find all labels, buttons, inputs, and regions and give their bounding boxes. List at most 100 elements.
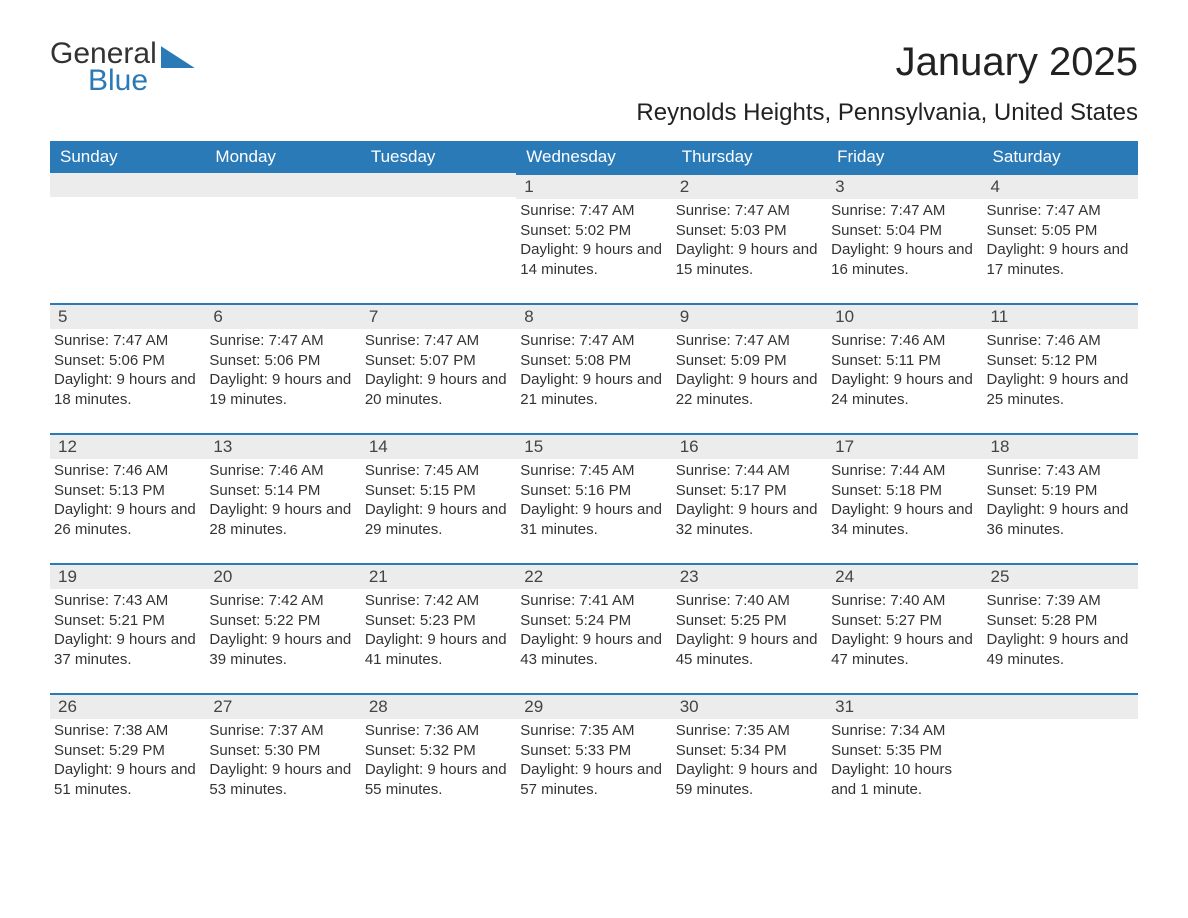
daylight-text: Daylight: 9 hours and 57 minutes. — [520, 760, 663, 799]
sunset-text: Sunset: 5:15 PM — [365, 481, 508, 501]
daylight-text: Daylight: 9 hours and 20 minutes. — [365, 370, 508, 409]
calendar-day-cell: 6Sunrise: 7:47 AMSunset: 5:06 PMDaylight… — [205, 303, 360, 433]
daylight-text: Daylight: 9 hours and 28 minutes. — [209, 500, 352, 539]
location-text: Reynolds Heights, Pennsylvania, United S… — [636, 99, 1138, 127]
sunrise-text: Sunrise: 7:44 AM — [676, 461, 819, 481]
daylight-text: Daylight: 9 hours and 14 minutes. — [520, 240, 663, 279]
calendar-day-cell: 22Sunrise: 7:41 AMSunset: 5:24 PMDayligh… — [516, 563, 671, 693]
calendar-day-cell: 20Sunrise: 7:42 AMSunset: 5:22 PMDayligh… — [205, 563, 360, 693]
day-number-empty — [205, 173, 360, 197]
day-number-empty — [361, 173, 516, 197]
sunrise-text: Sunrise: 7:47 AM — [209, 331, 352, 351]
sunset-text: Sunset: 5:04 PM — [831, 221, 974, 241]
calendar-day-cell — [50, 173, 205, 303]
calendar-day-cell: 28Sunrise: 7:36 AMSunset: 5:32 PMDayligh… — [361, 693, 516, 823]
day-details: Sunrise: 7:37 AMSunset: 5:30 PMDaylight:… — [205, 719, 360, 803]
daylight-text: Daylight: 9 hours and 25 minutes. — [987, 370, 1130, 409]
sunrise-text: Sunrise: 7:35 AM — [676, 721, 819, 741]
sunset-text: Sunset: 5:03 PM — [676, 221, 819, 241]
sunset-text: Sunset: 5:11 PM — [831, 351, 974, 371]
day-details: Sunrise: 7:46 AMSunset: 5:12 PMDaylight:… — [983, 329, 1138, 413]
day-details: Sunrise: 7:47 AMSunset: 5:04 PMDaylight:… — [827, 199, 982, 283]
day-details: Sunrise: 7:43 AMSunset: 5:21 PMDaylight:… — [50, 589, 205, 673]
daylight-text: Daylight: 9 hours and 59 minutes. — [676, 760, 819, 799]
daylight-text: Daylight: 9 hours and 18 minutes. — [54, 370, 197, 409]
calendar-day-cell: 30Sunrise: 7:35 AMSunset: 5:34 PMDayligh… — [672, 693, 827, 823]
sunrise-text: Sunrise: 7:42 AM — [365, 591, 508, 611]
day-number: 16 — [672, 433, 827, 459]
calendar-table: SundayMondayTuesdayWednesdayThursdayFrid… — [50, 141, 1138, 823]
calendar-day-cell: 18Sunrise: 7:43 AMSunset: 5:19 PMDayligh… — [983, 433, 1138, 563]
calendar-day-cell: 11Sunrise: 7:46 AMSunset: 5:12 PMDayligh… — [983, 303, 1138, 433]
day-number: 3 — [827, 173, 982, 199]
daylight-text: Daylight: 9 hours and 47 minutes. — [831, 630, 974, 669]
day-number-empty — [983, 693, 1138, 719]
day-number: 1 — [516, 173, 671, 199]
calendar-week-row: 1Sunrise: 7:47 AMSunset: 5:02 PMDaylight… — [50, 173, 1138, 303]
calendar-day-cell: 17Sunrise: 7:44 AMSunset: 5:18 PMDayligh… — [827, 433, 982, 563]
logo: General Blue — [50, 40, 195, 94]
sunset-text: Sunset: 5:29 PM — [54, 741, 197, 761]
sunset-text: Sunset: 5:19 PM — [987, 481, 1130, 501]
daylight-text: Daylight: 9 hours and 32 minutes. — [676, 500, 819, 539]
day-number: 19 — [50, 563, 205, 589]
sunset-text: Sunset: 5:06 PM — [209, 351, 352, 371]
month-title: January 2025 — [636, 40, 1138, 85]
daylight-text: Daylight: 9 hours and 53 minutes. — [209, 760, 352, 799]
sunrise-text: Sunrise: 7:44 AM — [831, 461, 974, 481]
calendar-day-cell: 24Sunrise: 7:40 AMSunset: 5:27 PMDayligh… — [827, 563, 982, 693]
sunset-text: Sunset: 5:28 PM — [987, 611, 1130, 631]
daylight-text: Daylight: 9 hours and 31 minutes. — [520, 500, 663, 539]
calendar-day-cell: 29Sunrise: 7:35 AMSunset: 5:33 PMDayligh… — [516, 693, 671, 823]
daylight-text: Daylight: 9 hours and 45 minutes. — [676, 630, 819, 669]
calendar-day-cell: 23Sunrise: 7:40 AMSunset: 5:25 PMDayligh… — [672, 563, 827, 693]
calendar-day-cell: 14Sunrise: 7:45 AMSunset: 5:15 PMDayligh… — [361, 433, 516, 563]
sunset-text: Sunset: 5:09 PM — [676, 351, 819, 371]
calendar-day-cell: 31Sunrise: 7:34 AMSunset: 5:35 PMDayligh… — [827, 693, 982, 823]
day-number: 29 — [516, 693, 671, 719]
title-block: January 2025 Reynolds Heights, Pennsylva… — [636, 40, 1138, 127]
day-number: 30 — [672, 693, 827, 719]
day-details: Sunrise: 7:47 AMSunset: 5:09 PMDaylight:… — [672, 329, 827, 413]
sunset-text: Sunset: 5:27 PM — [831, 611, 974, 631]
sunrise-text: Sunrise: 7:45 AM — [520, 461, 663, 481]
day-details: Sunrise: 7:45 AMSunset: 5:16 PMDaylight:… — [516, 459, 671, 543]
day-details: Sunrise: 7:46 AMSunset: 5:13 PMDaylight:… — [50, 459, 205, 543]
sunrise-text: Sunrise: 7:37 AM — [209, 721, 352, 741]
sunset-text: Sunset: 5:33 PM — [520, 741, 663, 761]
sunrise-text: Sunrise: 7:46 AM — [54, 461, 197, 481]
day-number: 5 — [50, 303, 205, 329]
weekday-header: Sunday — [50, 141, 205, 173]
day-number: 11 — [983, 303, 1138, 329]
sunset-text: Sunset: 5:22 PM — [209, 611, 352, 631]
daylight-text: Daylight: 9 hours and 21 minutes. — [520, 370, 663, 409]
page-header: General Blue January 2025 Reynolds Heigh… — [50, 40, 1138, 127]
weekday-header: Thursday — [672, 141, 827, 173]
day-details: Sunrise: 7:47 AMSunset: 5:07 PMDaylight:… — [361, 329, 516, 413]
day-number: 20 — [205, 563, 360, 589]
day-number: 31 — [827, 693, 982, 719]
sunrise-text: Sunrise: 7:47 AM — [520, 201, 663, 221]
day-details: Sunrise: 7:47 AMSunset: 5:05 PMDaylight:… — [983, 199, 1138, 283]
sunset-text: Sunset: 5:05 PM — [987, 221, 1130, 241]
day-number: 23 — [672, 563, 827, 589]
calendar-day-cell: 21Sunrise: 7:42 AMSunset: 5:23 PMDayligh… — [361, 563, 516, 693]
day-details: Sunrise: 7:47 AMSunset: 5:06 PMDaylight:… — [50, 329, 205, 413]
day-number: 28 — [361, 693, 516, 719]
daylight-text: Daylight: 9 hours and 51 minutes. — [54, 760, 197, 799]
sunset-text: Sunset: 5:35 PM — [831, 741, 974, 761]
sunrise-text: Sunrise: 7:46 AM — [831, 331, 974, 351]
sunset-text: Sunset: 5:24 PM — [520, 611, 663, 631]
sunset-text: Sunset: 5:12 PM — [987, 351, 1130, 371]
sunrise-text: Sunrise: 7:43 AM — [987, 461, 1130, 481]
sunrise-text: Sunrise: 7:46 AM — [209, 461, 352, 481]
calendar-day-cell: 3Sunrise: 7:47 AMSunset: 5:04 PMDaylight… — [827, 173, 982, 303]
sunset-text: Sunset: 5:34 PM — [676, 741, 819, 761]
day-number: 15 — [516, 433, 671, 459]
day-number: 27 — [205, 693, 360, 719]
day-details: Sunrise: 7:35 AMSunset: 5:34 PMDaylight:… — [672, 719, 827, 803]
logo-text: General Blue — [50, 40, 157, 94]
sunrise-text: Sunrise: 7:36 AM — [365, 721, 508, 741]
weekday-header: Friday — [827, 141, 982, 173]
daylight-text: Daylight: 9 hours and 34 minutes. — [831, 500, 974, 539]
